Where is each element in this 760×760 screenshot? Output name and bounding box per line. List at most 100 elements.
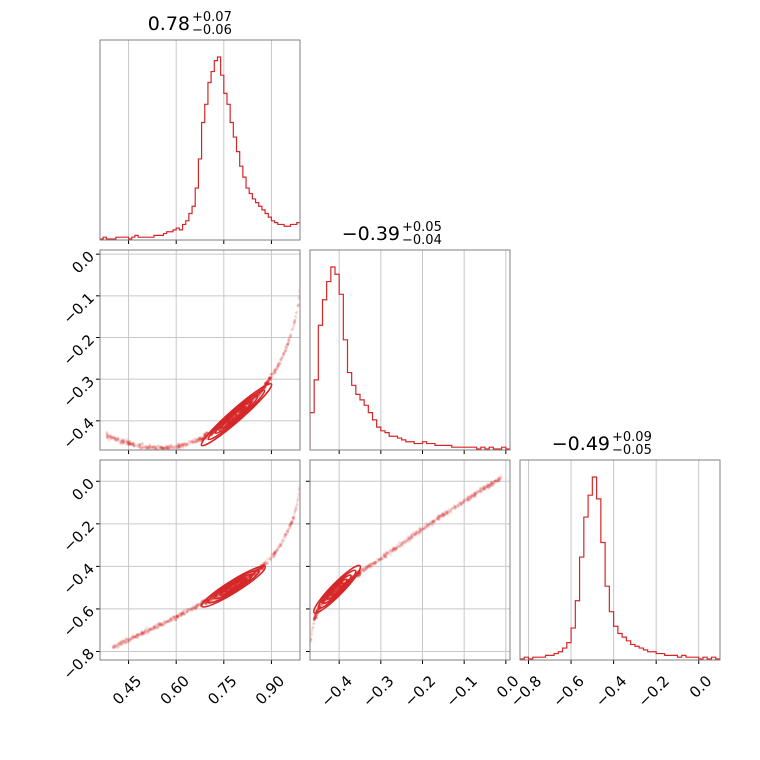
sample-point-1-0-677 xyxy=(266,381,270,384)
sample-point-1-0-620 xyxy=(108,436,112,439)
sample-point-2-1-510 xyxy=(393,546,397,550)
sample-point-2-0-678 xyxy=(261,566,264,570)
sample-point-2-1-477 xyxy=(439,515,443,518)
sample-point-1-0-21 xyxy=(106,434,109,438)
sample-point-2-0-221 xyxy=(292,516,295,520)
sample-point-2-1-54 xyxy=(453,505,457,509)
sample-point-2-0-684 xyxy=(113,644,117,648)
sample-point-2-0-340 xyxy=(158,623,162,627)
sample-point-1-0-34 xyxy=(121,440,125,443)
sample-point-1-0-36 xyxy=(164,446,168,450)
sample-point-2-1-638 xyxy=(389,549,393,553)
sample-point-1-0-667 xyxy=(148,444,152,448)
sample-point-2-1-282 xyxy=(380,555,384,559)
sample-point-1-0-394 xyxy=(132,444,136,448)
sample-point-2-1-84 xyxy=(383,555,387,559)
sample-point-2-0-200 xyxy=(275,548,279,551)
sample-point-2-1-199 xyxy=(381,554,385,558)
sample-point-1-0-301 xyxy=(280,356,284,360)
sample-point-2-0-483 xyxy=(120,642,124,646)
sample-point-2-1-451 xyxy=(409,538,412,542)
sample-point-2-1-206 xyxy=(449,511,453,515)
sample-point-2-1-31 xyxy=(433,518,437,522)
sample-point-2-0-436 xyxy=(286,530,290,534)
sample-point-1-0-582 xyxy=(114,437,118,441)
panel-frame-0-0 xyxy=(99,39,301,241)
sample-point-1-0-363 xyxy=(128,442,132,446)
sample-point-2-1-195 xyxy=(458,501,462,504)
sample-point-2-1-648 xyxy=(473,491,477,495)
sample-point-2-0-224 xyxy=(158,622,162,626)
sample-point-2-1-91 xyxy=(467,498,470,502)
sample-point-2-1-23 xyxy=(408,535,412,539)
sample-point-1-0-360 xyxy=(161,447,164,450)
sample-point-2-1-695 xyxy=(372,562,375,565)
sample-point-1-0-83 xyxy=(280,355,284,359)
sample-point-1-0-252 xyxy=(195,437,199,441)
sample-point-2-0-175 xyxy=(274,549,277,553)
sample-point-2-1-153 xyxy=(370,563,374,566)
sample-point-2-1-134 xyxy=(456,503,460,507)
sample-point-2-1-540 xyxy=(446,511,450,515)
sample-point-2-0-409 xyxy=(273,552,277,556)
sample-point-1-0-386 xyxy=(109,434,112,438)
sample-point-1-0-126 xyxy=(107,434,111,438)
x-tick-label-2-4: 0.0 xyxy=(686,672,716,702)
sample-point-1-0-551 xyxy=(126,439,130,443)
sample-point-1-0-347 xyxy=(122,439,126,443)
sample-point-2-0-20 xyxy=(172,616,176,619)
sample-point-2-1-106 xyxy=(313,613,317,617)
sample-point-2-0-77 xyxy=(119,641,123,645)
sample-point-1-0-607 xyxy=(195,440,199,443)
sample-point-2-1-215 xyxy=(385,551,389,555)
sample-point-1-0-447 xyxy=(198,437,202,441)
sample-point-2-0-137 xyxy=(271,553,275,556)
sample-point-1-0-595 xyxy=(162,446,165,450)
sample-point-2-0-412 xyxy=(252,571,256,575)
sample-point-2-0-399 xyxy=(266,560,269,564)
sample-point-2-0-233 xyxy=(285,532,289,536)
sample-point-2-1-469 xyxy=(456,504,459,508)
sample-point-1-0-682 xyxy=(271,372,275,376)
sample-point-1-0-480 xyxy=(194,440,197,444)
sample-point-2-1-163 xyxy=(383,554,387,558)
sample-point-1-0-494 xyxy=(177,445,180,448)
sample-point-2-1-144 xyxy=(452,504,456,507)
sample-point-2-0-677 xyxy=(131,636,135,639)
sample-point-2-1-317 xyxy=(480,489,483,493)
sample-point-1-0-17 xyxy=(182,443,186,447)
sample-point-2-1-69 xyxy=(465,498,469,502)
y-tick-label-2-2: −0.4 xyxy=(60,560,98,598)
sample-point-2-0-541 xyxy=(189,609,193,613)
sample-point-2-1-218 xyxy=(415,531,419,535)
sample-point-2-1-268 xyxy=(405,539,409,543)
sample-point-2-0-567 xyxy=(209,599,213,602)
sample-point-1-0-22 xyxy=(185,442,189,445)
sample-point-2-0-136 xyxy=(273,550,277,554)
sample-point-2-1-207 xyxy=(433,520,437,524)
sample-point-2-1-13 xyxy=(495,480,499,484)
sample-point-2-1-271 xyxy=(394,546,398,550)
sample-point-2-0-690 xyxy=(153,624,157,627)
sample-point-2-0-140 xyxy=(284,532,288,536)
sample-point-2-1-61 xyxy=(400,544,404,548)
sample-point-2-0-642 xyxy=(135,633,139,636)
sample-point-2-1-159 xyxy=(382,555,386,559)
sample-point-2-0-410 xyxy=(291,516,295,520)
sample-point-1-0-163 xyxy=(177,443,181,447)
sample-point-1-0-143 xyxy=(198,436,202,440)
sample-point-1-0-144 xyxy=(291,327,295,331)
sample-point-2-0-76 xyxy=(168,617,172,621)
panel-frame-2-2 xyxy=(519,459,721,661)
sample-point-2-1-439 xyxy=(367,564,371,568)
sample-point-2-0-392 xyxy=(133,635,137,639)
sample-point-2-1-236 xyxy=(470,494,473,498)
sample-point-1-0-406 xyxy=(193,437,197,441)
sample-point-1-0-619 xyxy=(275,366,278,370)
sample-point-2-1-378 xyxy=(315,614,319,617)
sample-point-2-0-303 xyxy=(128,638,132,642)
sample-point-2-0-357 xyxy=(142,630,145,634)
sample-point-2-1-204 xyxy=(479,491,483,494)
sample-point-1-0-642 xyxy=(113,435,116,439)
sample-point-1-0-149 xyxy=(267,376,271,380)
